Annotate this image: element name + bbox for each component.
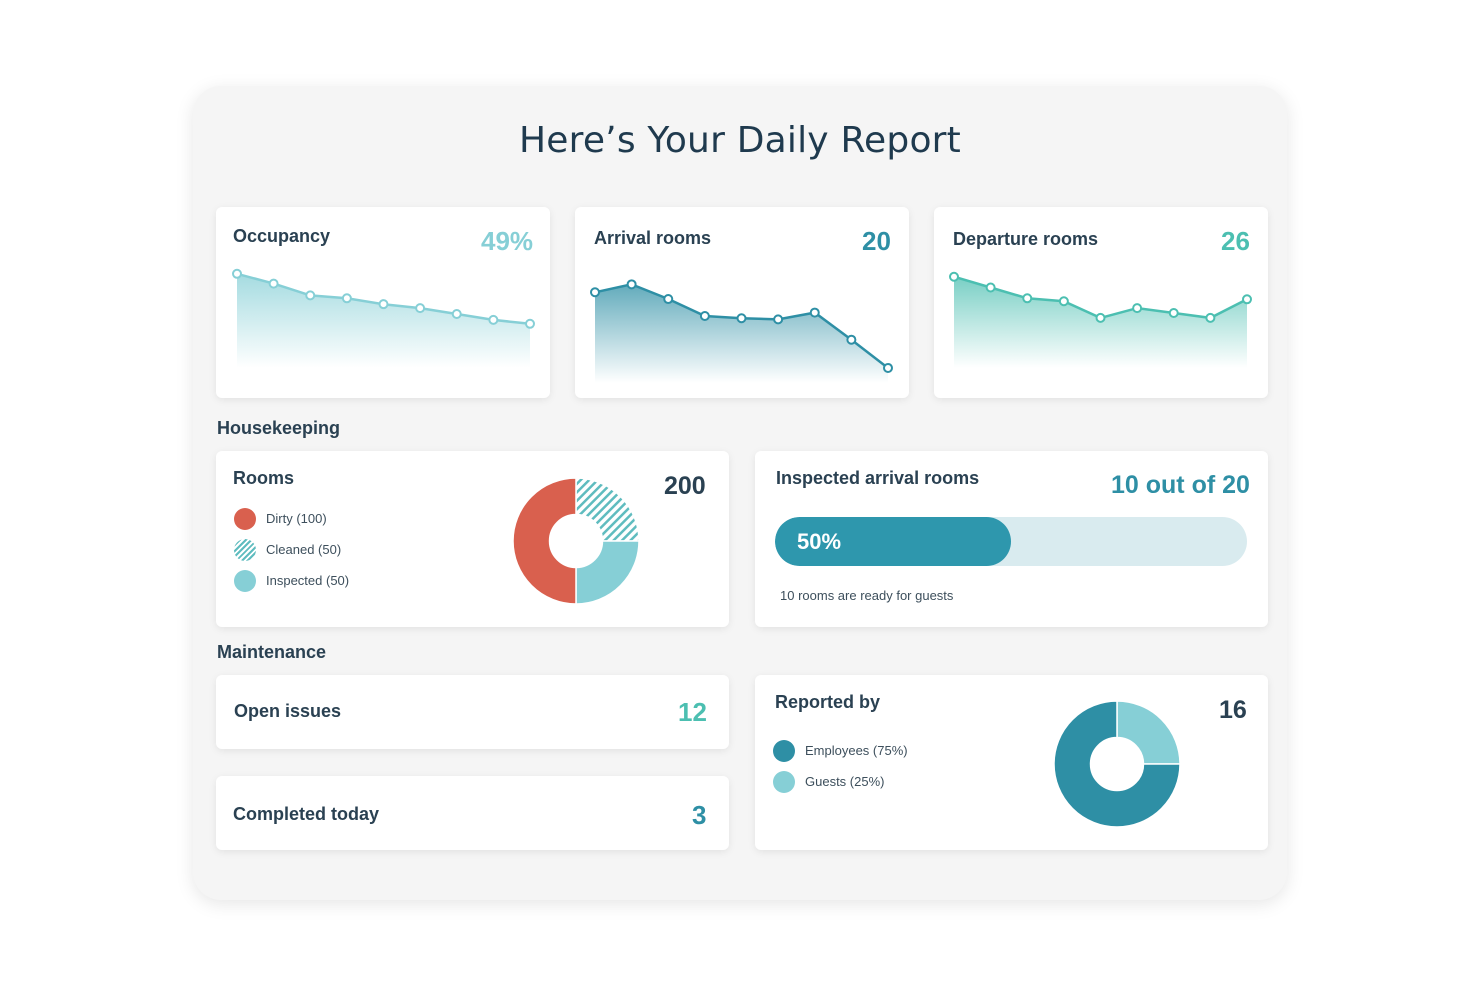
series-area	[237, 273, 530, 368]
data-point	[773, 314, 784, 325]
filled-dot-icon	[234, 507, 256, 530]
filled-dot-icon	[234, 569, 256, 592]
filled-dot-icon	[773, 739, 795, 762]
occupancy-value: 49%	[481, 226, 534, 256]
reported-by-card[interactable]	[755, 675, 1268, 850]
rooms-donut-chart	[512, 477, 640, 605]
data-point	[809, 307, 820, 318]
inspected-caption: 10 rooms are ready for guests	[780, 588, 954, 603]
data-point	[341, 293, 352, 304]
data-point	[305, 290, 316, 301]
legend-item-inspected: Inspected (50)	[234, 565, 349, 596]
inspected-arrival-value: 10 out of 20	[1111, 471, 1250, 499]
data-point	[1095, 312, 1106, 323]
slice-cleaned	[575, 477, 640, 542]
completed-today-label: Completed today	[233, 804, 380, 824]
occupancy-chart	[232, 268, 535, 368]
data-point	[1242, 294, 1252, 305]
hatched-dot-icon	[234, 538, 256, 561]
legend-label: Guests (25%)	[805, 774, 885, 789]
data-point	[268, 278, 279, 289]
departure-rooms-chart	[949, 271, 1252, 368]
progress-text: 50%	[797, 529, 842, 554]
arrival-rooms-value: 20	[862, 226, 891, 256]
open-issues-card[interactable]	[216, 675, 729, 749]
occupancy-label: Occupancy	[233, 226, 331, 246]
maintenance-section-label: Maintenance	[217, 642, 327, 662]
slice-employees	[1053, 700, 1181, 828]
reported-by-legend: Employees (75%) Guests (25%)	[773, 735, 908, 797]
legend-label: Employees (75%)	[805, 743, 908, 758]
data-point	[415, 303, 426, 314]
data-point	[985, 282, 996, 293]
housekeeping-section-label: Housekeeping	[217, 418, 341, 438]
legend-item-cleaned: Cleaned (50)	[234, 534, 349, 565]
inspected-progress-bar: 50%	[775, 517, 1247, 566]
reported-by-label: Reported by	[775, 692, 881, 712]
arrival-rooms-chart	[590, 279, 893, 383]
open-issues-label: Open issues	[234, 701, 342, 721]
completed-today-card[interactable]	[216, 776, 729, 850]
inspected-arrival-label: Inspected arrival rooms	[776, 468, 980, 488]
data-point	[1022, 293, 1033, 304]
data-point	[699, 310, 710, 321]
slice-guests	[1116, 700, 1181, 765]
data-point	[663, 294, 674, 305]
rooms-total: 200	[664, 472, 706, 500]
progress-fill	[775, 517, 1011, 566]
data-point	[626, 279, 637, 290]
data-point	[488, 314, 499, 325]
legend-label: Inspected (50)	[266, 573, 350, 588]
arrival-rooms-label: Arrival rooms	[594, 228, 712, 248]
data-point	[451, 308, 462, 319]
legend-item-employees: Employees (75%)	[773, 735, 908, 766]
data-point	[378, 299, 389, 310]
rooms-card[interactable]	[216, 451, 729, 627]
data-point	[736, 313, 747, 324]
data-point	[525, 318, 535, 329]
legend-label: Cleaned (50)	[266, 542, 342, 557]
data-point	[846, 334, 857, 345]
data-point	[232, 268, 242, 279]
slice-inspected	[575, 540, 640, 605]
page-title: Here’s Your Daily Report	[519, 120, 961, 161]
reported-by-donut-chart	[1053, 700, 1181, 828]
legend-label: Dirty (100)	[266, 511, 327, 526]
departure-rooms-value: 26	[1221, 226, 1250, 256]
reported-by-total: 16	[1219, 696, 1247, 724]
data-point	[883, 362, 893, 373]
data-point	[590, 287, 600, 298]
departure-rooms-label: Departure rooms	[953, 229, 1099, 249]
legend-item-dirty: Dirty (100)	[234, 503, 349, 534]
rooms-legend: Dirty (100) Cleaned (50) Inspected (50)	[234, 503, 349, 596]
data-point	[949, 271, 959, 282]
open-issues-value: 12	[678, 697, 707, 727]
completed-today-value: 3	[692, 800, 707, 830]
series-area	[595, 284, 888, 383]
data-point	[1168, 308, 1179, 318]
data-point	[1058, 296, 1069, 307]
filled-dot-icon	[773, 770, 795, 793]
slice-dirty	[512, 477, 577, 605]
data-point	[1132, 303, 1143, 314]
rooms-label: Rooms	[233, 468, 295, 488]
data-point	[1205, 312, 1216, 323]
legend-item-guests: Guests (25%)	[773, 766, 908, 797]
